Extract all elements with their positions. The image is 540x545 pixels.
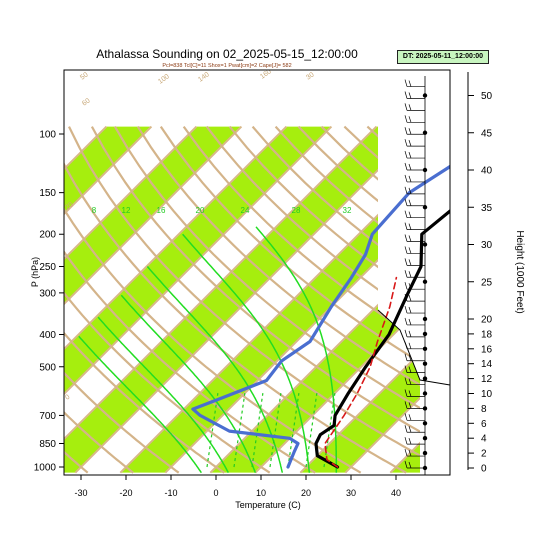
x-tick-label: 20 <box>301 488 311 498</box>
wind-level-dot <box>423 436 427 440</box>
height-tick-label: 18 <box>481 329 493 340</box>
height-tick-label: 4 <box>481 434 487 445</box>
skewed-isotherm-bands <box>0 127 540 473</box>
mixing-ratio-label: 28 <box>292 206 301 215</box>
wind-level-dot <box>423 406 427 410</box>
chart-title: Athalassa Sounding on 02_2025-05-15_12:0… <box>96 47 358 61</box>
isotherm-line <box>0 127 16 473</box>
y-axis-label: P (hPa) <box>30 257 40 287</box>
height-tick-label: 16 <box>481 344 493 355</box>
height-tick-label: 14 <box>481 359 493 370</box>
mixing-ratio-label: 8 <box>92 206 97 215</box>
datetime-box: DT: 2025-05-11_12:00:00 <box>397 50 489 64</box>
height-axis-label: Height (1000 Feet) <box>514 230 525 313</box>
wind-level-dot <box>423 131 427 135</box>
dry-adiabat <box>459 127 540 473</box>
y-tick-label: 150 <box>39 188 56 199</box>
wind-level-dot <box>423 347 427 351</box>
wind-level-dot <box>423 451 427 455</box>
y-tick-label: 250 <box>39 262 56 273</box>
y-tick-label: 200 <box>39 230 56 241</box>
chart-subtitle: Pcl=838 Tcl[C]=11 Shox=1 Pwat[cm]=2 Cape… <box>162 63 291 69</box>
x-axis: -30 -20 -10 0 10 20 30 40 <box>74 475 401 498</box>
wind-level-dot <box>423 317 427 321</box>
height-tick-label: 20 <box>481 315 493 326</box>
height-tick-label: 12 <box>481 374 493 385</box>
y-tick-label: 500 <box>39 362 56 373</box>
wind-level-dot <box>423 391 427 395</box>
wind-level-dot <box>423 205 427 209</box>
y-tick-label: 400 <box>39 330 56 341</box>
y-axis: 100 150 200 250 300 400 500 700 850 1000 <box>34 130 64 474</box>
wind-level-dot <box>423 421 427 425</box>
height-tick-label: 30 <box>481 240 493 251</box>
y-tick-label: 1000 <box>34 463 57 474</box>
height-tick-label: 6 <box>481 419 487 430</box>
wind-level-dot <box>423 280 427 284</box>
wind-level-dot <box>423 242 427 246</box>
isotherm-band <box>480 127 540 473</box>
y-tick-label: 850 <box>39 439 56 450</box>
x-tick-label: 0 <box>213 488 218 498</box>
height-tick-label: 25 <box>481 277 493 288</box>
height-tick-label: 35 <box>481 203 493 214</box>
height-tick-label: 45 <box>481 128 493 139</box>
height-axis: 0 2 4 6 8 10 12 14 16 18 20 25 30 35 40 45 50 <box>468 72 493 475</box>
isotherm-line <box>525 127 540 473</box>
x-tick-label: -30 <box>74 488 87 498</box>
mixing-ratio-label: 20 <box>196 206 205 215</box>
isotherm-line <box>480 127 540 473</box>
wind-level-dot <box>423 466 427 470</box>
y-tick-label: 100 <box>39 130 56 141</box>
x-tick-label: 40 <box>391 488 401 498</box>
height-tick-label: 40 <box>481 166 493 177</box>
wind-level-dot <box>423 362 427 366</box>
x-tick-label: 30 <box>346 488 356 498</box>
wind-level-dot <box>423 93 427 97</box>
wind-level-dot <box>423 168 427 172</box>
mixing-ratio-label: 24 <box>241 206 250 215</box>
x-tick-label: -10 <box>164 488 177 498</box>
height-tick-label: 50 <box>481 91 493 102</box>
height-tick-label: 2 <box>481 449 487 460</box>
y-tick-label: 300 <box>39 288 56 299</box>
x-tick-label: 10 <box>256 488 266 498</box>
height-tick-label: 0 <box>481 464 487 475</box>
x-axis-label: Temperature (C) <box>235 500 301 510</box>
height-tick-label: 8 <box>481 404 487 415</box>
mixing-ratio-label: 32 <box>343 206 352 215</box>
mixing-ratio-label: 16 <box>157 206 166 215</box>
y-tick-label: 700 <box>39 411 56 422</box>
height-tick-label: 10 <box>481 389 493 400</box>
mixing-ratio-label: 12 <box>122 206 131 215</box>
wind-level-dot <box>423 332 427 336</box>
x-tick-label: -20 <box>119 488 132 498</box>
